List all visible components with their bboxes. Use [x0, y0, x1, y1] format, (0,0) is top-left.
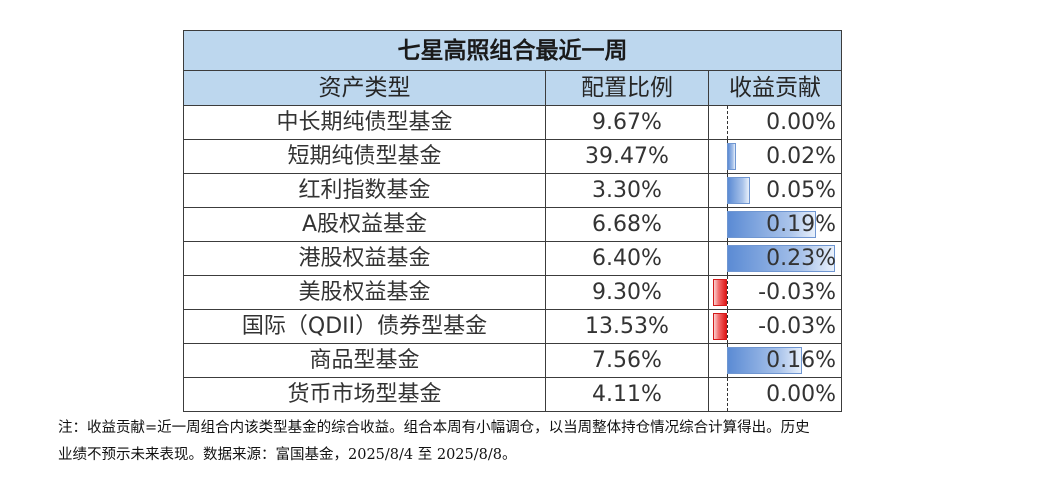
return-contribution-value: 0.00%	[766, 381, 836, 407]
asset-type-cell: 货币市场型基金	[183, 377, 546, 412]
table-row: 红利指数基金 3.30% 0.05%	[183, 173, 842, 208]
positive-data-bar	[727, 177, 751, 204]
return-contribution-cell: 0.00%	[708, 377, 842, 412]
footnote-line-2: 业绩不预示未来表现。数据来源：富国基金，2025/8/4 至 2025/8/8。	[58, 447, 517, 463]
return-contribution-cell: 0.23%	[708, 241, 842, 276]
table-body: 中长期纯债型基金 9.67% 0.00% 短期纯债型基金 39.47% 0.02% 红利指数…	[183, 105, 842, 412]
return-contribution-cell: 0.05%	[708, 173, 842, 208]
return-contribution-value: 0.23%	[766, 245, 836, 271]
header-asset-type: 资产类型	[183, 70, 546, 106]
allocation-ratio-cell: 6.40%	[545, 241, 709, 276]
asset-type-cell: 短期纯债型基金	[183, 139, 546, 174]
return-contribution-cell: 0.02%	[708, 139, 842, 174]
return-contribution-value: 0.02%	[766, 143, 836, 169]
asset-type-cell: 国际（QDII）债券型基金	[183, 309, 546, 344]
table-row: 短期纯债型基金 39.47% 0.02%	[183, 139, 842, 174]
allocation-table-container: 七星高照组合最近一周 资产类型 配置比例 收益贡献 中长期纯债型基金 9.67% 0…	[183, 30, 842, 412]
return-contribution-value: 0.19%	[766, 211, 836, 237]
data-bar-axis	[727, 276, 728, 309]
allocation-ratio-cell: 7.56%	[545, 343, 709, 378]
table-title-row: 七星高照组合最近一周	[183, 30, 842, 71]
allocation-ratio-cell: 9.67%	[545, 105, 709, 140]
asset-type-cell: A股权益基金	[183, 207, 546, 242]
data-bar-axis	[727, 106, 728, 139]
asset-type-cell: 商品型基金	[183, 343, 546, 378]
table-title: 七星高照组合最近一周	[183, 30, 842, 71]
return-contribution-value: 0.05%	[766, 177, 836, 203]
header-return-contribution: 收益贡献	[708, 70, 842, 106]
data-bar-axis	[727, 310, 728, 343]
return-contribution-cell: 0.00%	[708, 105, 842, 140]
footnote: 注：收益贡献=近一周组合内该类型基金的综合收益。组合本周有小幅调仓，以当周整体持…	[58, 415, 1008, 469]
asset-type-cell: 中长期纯债型基金	[183, 105, 546, 140]
table-row: 国际（QDII）债券型基金 13.53% -0.03%	[183, 309, 842, 344]
negative-data-bar	[713, 279, 727, 306]
footnote-line-1: 注：收益贡献=近一周组合内该类型基金的综合收益。组合本周有小幅调仓，以当周整体持…	[58, 420, 810, 436]
table-row: 货币市场型基金 4.11% 0.00%	[183, 377, 842, 412]
allocation-ratio-cell: 13.53%	[545, 309, 709, 344]
allocation-ratio-cell: 4.11%	[545, 377, 709, 412]
table-header-row: 资产类型 配置比例 收益贡献	[183, 70, 842, 106]
positive-data-bar	[727, 143, 737, 170]
table-row: 商品型基金 7.56% 0.16%	[183, 343, 842, 378]
table-row: 港股权益基金 6.40% 0.23%	[183, 241, 842, 276]
allocation-ratio-cell: 9.30%	[545, 275, 709, 310]
return-contribution-value: -0.03%	[758, 279, 836, 305]
positive-data-bar	[727, 347, 803, 374]
allocation-ratio-cell: 6.68%	[545, 207, 709, 242]
return-contribution-cell: 0.19%	[708, 207, 842, 242]
return-contribution-cell: -0.03%	[708, 309, 842, 344]
return-contribution-value: -0.03%	[758, 313, 836, 339]
return-contribution-value: 0.16%	[766, 347, 836, 373]
allocation-ratio-cell: 39.47%	[545, 139, 709, 174]
table-row: A股权益基金 6.68% 0.19%	[183, 207, 842, 242]
data-bar-axis	[727, 378, 728, 411]
asset-type-cell: 美股权益基金	[183, 275, 546, 310]
asset-type-cell: 红利指数基金	[183, 173, 546, 208]
return-contribution-cell: 0.16%	[708, 343, 842, 378]
asset-type-cell: 港股权益基金	[183, 241, 546, 276]
positive-data-bar	[727, 245, 835, 272]
positive-data-bar	[727, 211, 817, 238]
table-row: 中长期纯债型基金 9.67% 0.00%	[183, 105, 842, 140]
negative-data-bar	[713, 313, 727, 340]
allocation-ratio-cell: 3.30%	[545, 173, 709, 208]
allocation-table: 七星高照组合最近一周 资产类型 配置比例 收益贡献 中长期纯债型基金 9.67% 0…	[183, 30, 842, 412]
header-allocation-ratio: 配置比例	[545, 70, 709, 106]
return-contribution-value: 0.00%	[766, 109, 836, 135]
table-row: 美股权益基金 9.30% -0.03%	[183, 275, 842, 310]
return-contribution-cell: -0.03%	[708, 275, 842, 310]
